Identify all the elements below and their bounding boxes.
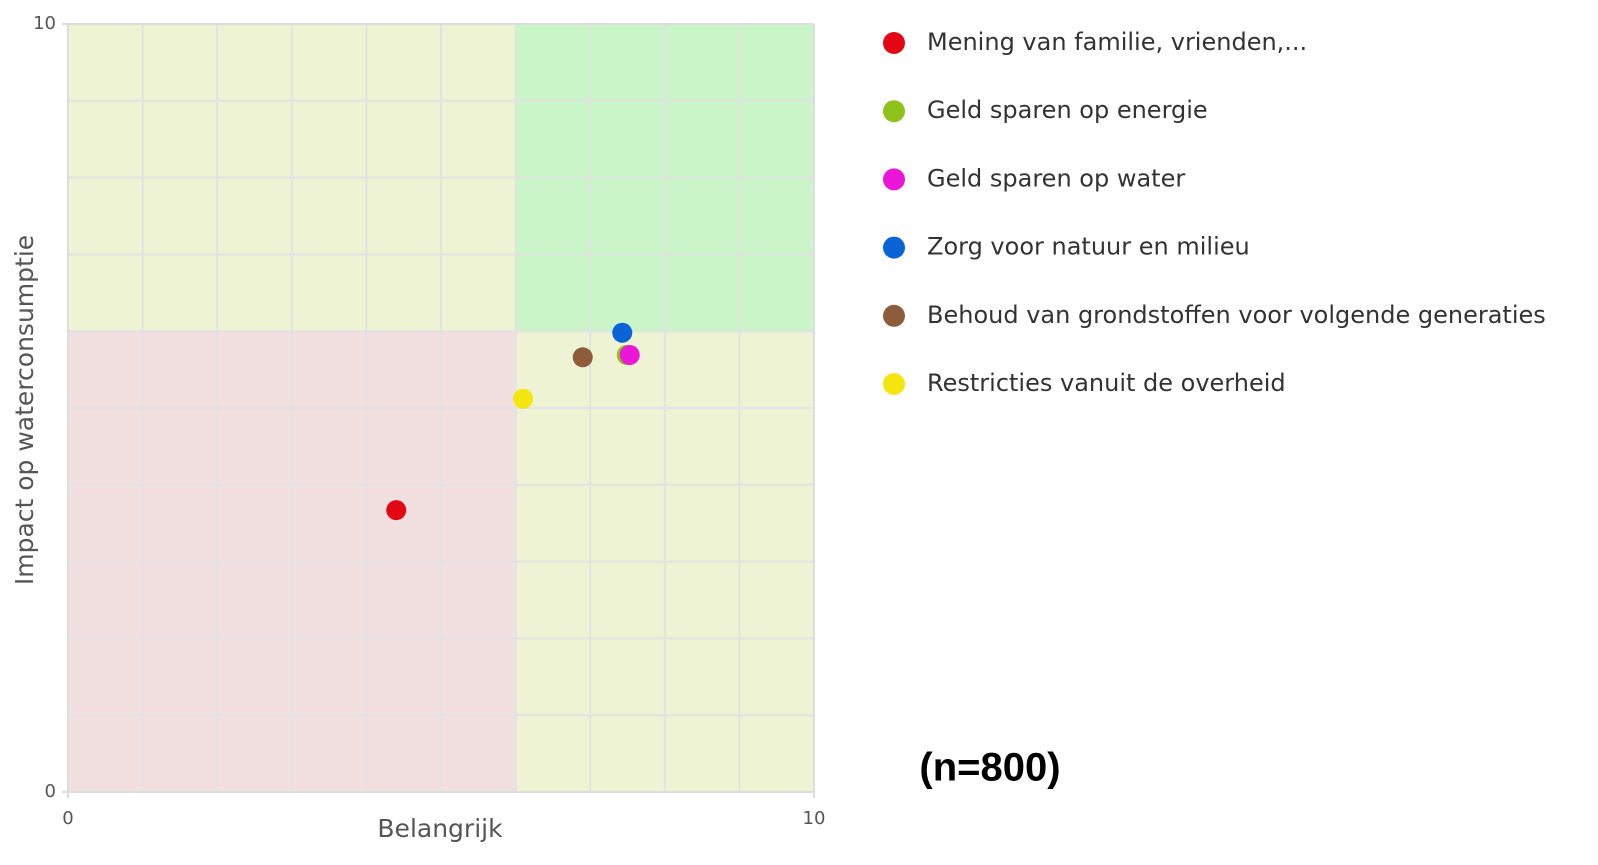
y-tick-label: 0 — [45, 781, 56, 802]
point — [513, 388, 534, 409]
point — [619, 345, 640, 366]
point — [386, 500, 407, 521]
x-tick-label: 10 — [803, 808, 826, 829]
legend-label: Mening van familie, vrienden,... — [927, 28, 1307, 56]
point — [572, 347, 593, 368]
legend-label: Behoud van grondstoffen voor volgende ge… — [927, 301, 1546, 329]
legend-label: Restricties vanuit de overheid — [927, 369, 1286, 397]
legend-swatch — [883, 304, 905, 327]
y-axis-label: Impact op waterconsumptie — [10, 235, 39, 585]
legend-swatch — [883, 168, 905, 191]
annotation: (n=800) — [919, 746, 1060, 790]
legend-swatch — [883, 100, 905, 123]
legend-swatch — [883, 32, 905, 54]
x-axis-label: Belangrijk — [377, 814, 503, 843]
legend-swatch — [883, 373, 905, 395]
point — [612, 322, 633, 343]
legend-label: Geld sparen op energie — [927, 96, 1208, 124]
x-tick-label: 0 — [62, 808, 73, 829]
legend-label: Zorg voor natuur en milieu — [927, 233, 1250, 261]
legend-label: Geld sparen op water — [927, 164, 1185, 192]
legend-swatch — [883, 236, 905, 259]
y-tick-label: 10 — [33, 13, 56, 34]
